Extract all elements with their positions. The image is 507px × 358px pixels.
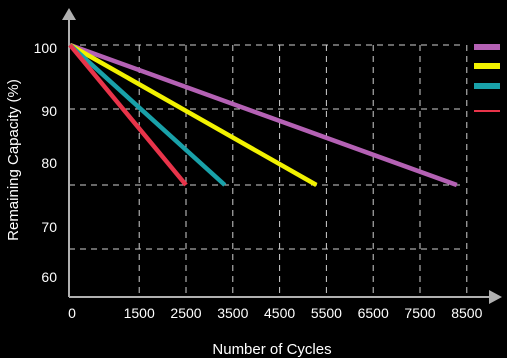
y-axis-arrow	[62, 8, 76, 20]
grid	[69, 44, 468, 297]
y-tick-label: 60	[41, 269, 57, 285]
legend-swatch	[474, 44, 500, 50]
axes	[62, 8, 502, 304]
tick-labels: 0 1500 2500 3500 4500 5500 6500 7500 8500 60 70 80 9…	[34, 40, 483, 321]
legend	[474, 44, 500, 112]
series-lines	[68, 42, 458, 188]
x-tick-label: 6500	[358, 305, 389, 321]
y-tick-label: 70	[41, 219, 57, 235]
x-tick-label: 7500	[404, 305, 435, 321]
x-tick-label: 4500	[264, 305, 295, 321]
x-axis-arrow	[489, 290, 502, 304]
x-tick-label: 3500	[217, 305, 248, 321]
x-tick-label: 2500	[170, 305, 201, 321]
y-axis-title: Remaining Capacity (%)	[5, 79, 22, 241]
legend-swatch	[474, 83, 500, 89]
series-line	[68, 43, 188, 187]
legend-swatch	[474, 110, 500, 112]
x-tick-label: 8500	[451, 305, 482, 321]
series-line	[68, 43, 227, 187]
y-tick-label: 80	[41, 155, 57, 171]
series-line	[69, 42, 458, 188]
x-tick-label: 5500	[311, 305, 342, 321]
series-line	[68, 43, 318, 187]
x-tick-label: 1500	[124, 305, 155, 321]
x-axis-title: Number of Cycles	[212, 341, 331, 358]
y-tick-label: 90	[41, 103, 57, 119]
y-tick-label: 100	[34, 40, 58, 56]
legend-swatch	[474, 63, 500, 69]
x-tick-label: 0	[68, 305, 76, 321]
